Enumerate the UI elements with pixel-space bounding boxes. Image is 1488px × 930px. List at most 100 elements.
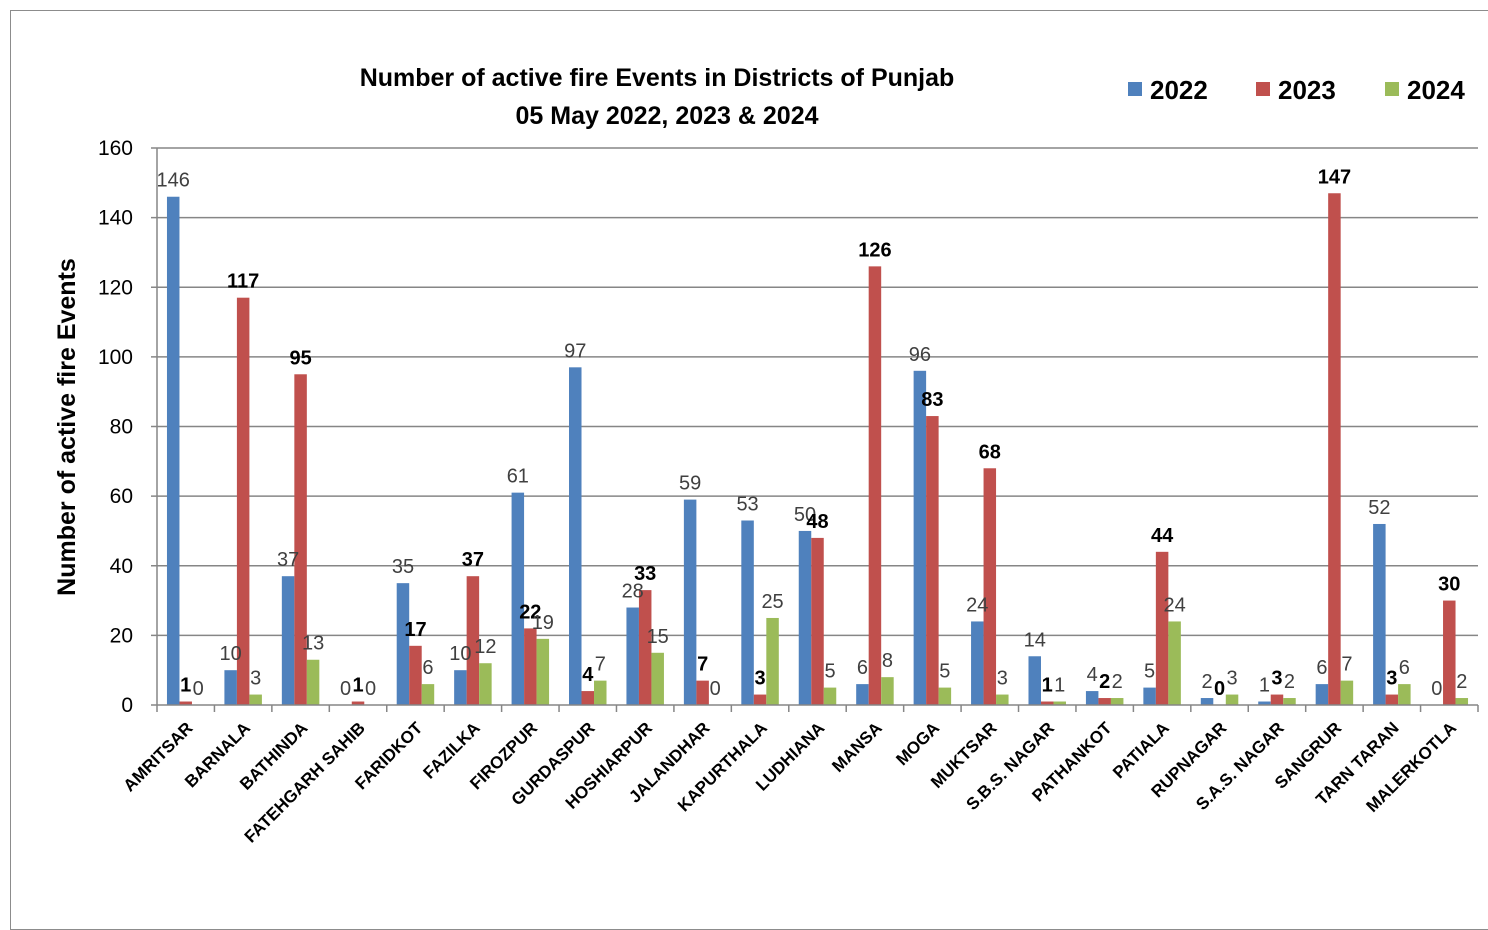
data-label-2022: 59 xyxy=(679,473,701,495)
bar-2023 xyxy=(926,416,939,705)
bar-2022 xyxy=(1200,698,1214,705)
data-label-2023: 37 xyxy=(462,549,484,571)
bar-2024 xyxy=(1340,680,1354,705)
bar-2024 xyxy=(536,638,550,705)
legend-swatch-2023 xyxy=(1256,82,1270,96)
data-label-2022: 5 xyxy=(1144,661,1155,683)
x-tick-label: MANSA xyxy=(828,718,886,776)
data-label-2024: 2 xyxy=(1456,671,1467,693)
data-label-2024: 8 xyxy=(882,650,893,672)
bar-2022 xyxy=(166,196,180,706)
x-tick-label: MOGA xyxy=(892,718,943,769)
bar-2023 xyxy=(753,694,767,705)
data-label-2022: 6 xyxy=(857,657,868,679)
legend: 2022 2023 2024 xyxy=(1128,75,1465,105)
data-label-2024: 24 xyxy=(1163,594,1185,616)
data-label-2024: 0 xyxy=(365,678,376,700)
legend-label-2023: 2023 xyxy=(1278,75,1336,105)
data-label-2022: 6 xyxy=(1316,657,1327,679)
data-label-2023: 68 xyxy=(979,441,1001,463)
data-label-2023: 1 xyxy=(1042,675,1053,697)
bar-2022 xyxy=(1373,523,1386,705)
chart-title-line-2: 05 May 2022, 2023 & 2024 xyxy=(515,102,818,130)
bar-2024 xyxy=(766,617,779,705)
data-label-2024: 3 xyxy=(250,668,261,690)
bar-2023 xyxy=(638,590,652,705)
legend-swatch-2024 xyxy=(1385,82,1399,96)
y-tick-label: 140 xyxy=(98,207,133,230)
data-label-2022: 61 xyxy=(507,466,529,488)
y-tick-label: 60 xyxy=(110,485,133,508)
data-label-2022: 96 xyxy=(909,344,931,366)
data-label-2022: 10 xyxy=(220,643,242,665)
data-label-2024: 3 xyxy=(997,668,1008,690)
data-label-2024: 0 xyxy=(710,678,721,700)
bar-2022 xyxy=(741,520,754,705)
data-label-2022: 0 xyxy=(1431,678,1442,700)
legend-label-2022: 2022 xyxy=(1150,75,1208,105)
data-label-2022: 1 xyxy=(1259,675,1270,697)
data-label-2023: 95 xyxy=(289,347,311,369)
bar-2022 xyxy=(798,530,812,705)
bar-2023 xyxy=(1040,701,1054,705)
bar-2024 xyxy=(651,652,664,705)
y-axis-label: Number of active fire Events xyxy=(53,258,81,596)
data-label-2023: 3 xyxy=(1271,668,1282,690)
bar-2024 xyxy=(1053,701,1066,705)
data-label-2024: 13 xyxy=(302,633,324,655)
data-label-2023: 44 xyxy=(1151,525,1174,547)
bar-2022 xyxy=(1085,691,1099,705)
data-label-2023: 4 xyxy=(582,664,594,686)
bar-2023 xyxy=(179,701,192,705)
data-label-2024: 12 xyxy=(474,636,496,658)
y-tick-label: 160 xyxy=(98,137,133,160)
bar-2023 xyxy=(236,297,250,705)
data-label-2023: 2 xyxy=(1099,671,1110,693)
data-label-2022: 0 xyxy=(340,678,351,700)
bar-2023 xyxy=(983,468,997,705)
data-label-2024: 25 xyxy=(761,591,783,613)
data-label-2022: 50 xyxy=(794,504,816,526)
bar-2023 xyxy=(581,691,595,705)
chart-title: Number of active fire Events in District… xyxy=(360,64,955,130)
y-tick-label: 80 xyxy=(110,416,133,439)
bar-2024 xyxy=(306,659,320,705)
data-label-2022: 14 xyxy=(1024,629,1046,651)
bar-2022 xyxy=(1258,701,1271,705)
bar-2024 xyxy=(938,687,952,705)
data-label-2022: 4 xyxy=(1087,664,1098,686)
data-label-2023: 147 xyxy=(1318,166,1351,188)
bar-2024 xyxy=(1168,621,1181,705)
bar-2022 xyxy=(683,499,697,705)
data-label-2023: 48 xyxy=(806,511,828,533)
data-label-2022: 35 xyxy=(392,556,414,578)
data-label-2023: 33 xyxy=(634,563,656,585)
y-tick-label: 0 xyxy=(121,694,133,717)
data-label-2023: 7 xyxy=(697,654,708,676)
bars xyxy=(166,193,1469,706)
bar-2022 xyxy=(396,583,410,705)
bar-2022 xyxy=(1143,687,1156,705)
bar-2022 xyxy=(454,670,467,705)
data-label-2024: 5 xyxy=(824,661,835,683)
bar-2022 xyxy=(971,621,984,705)
bar-2023 xyxy=(811,537,824,705)
bar-2023 xyxy=(1155,551,1169,705)
y-tick-label: 100 xyxy=(98,346,133,369)
data-label-2024: 0 xyxy=(193,678,204,700)
bar-2024 xyxy=(249,694,262,705)
bar-2022 xyxy=(569,367,582,705)
y-tick-label: 20 xyxy=(110,624,133,647)
data-label-2024: 7 xyxy=(595,654,606,676)
bar-2023 xyxy=(409,645,422,705)
data-label-2022: 24 xyxy=(966,594,988,616)
bar-2024 xyxy=(594,680,607,705)
bar-2023 xyxy=(1098,698,1111,705)
bar-2023 xyxy=(696,680,709,705)
legend-label-2024: 2024 xyxy=(1407,75,1465,105)
data-label-2023: 1 xyxy=(180,675,191,697)
data-label-2023: 117 xyxy=(227,271,259,293)
data-label-2024: 6 xyxy=(1399,657,1410,679)
data-label-2023: 3 xyxy=(755,668,766,690)
